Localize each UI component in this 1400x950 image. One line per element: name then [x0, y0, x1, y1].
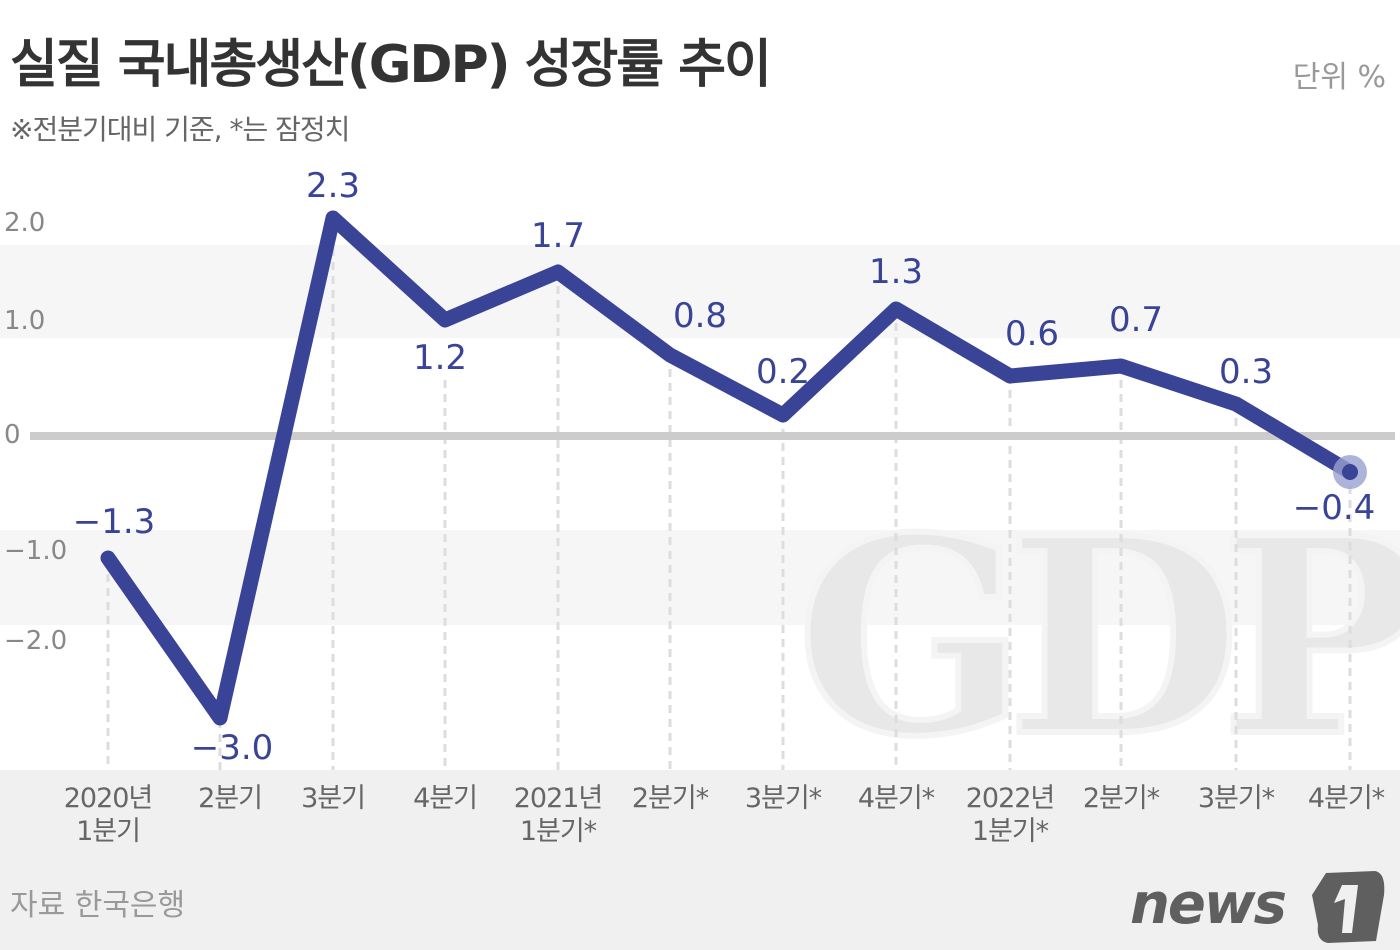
y-tick: 2.0	[4, 208, 46, 238]
value-label: 0.8	[672, 296, 728, 336]
value-label: 0.6	[1004, 314, 1060, 354]
value-label: 1.7	[530, 216, 586, 256]
x-label: 4분기	[413, 783, 478, 814]
chart-subtitle: ※전분기대비 기준, *는 잠정치	[10, 113, 350, 146]
footer-area	[0, 770, 1400, 950]
gdp-growth-line	[100, 210, 1358, 726]
value-label: 1.3	[868, 252, 924, 292]
svg-text:news: news	[1130, 872, 1286, 937]
x-label: 4분기*	[1307, 783, 1385, 814]
value-label: −3.0	[190, 728, 274, 768]
value-label: −0.4	[1292, 488, 1376, 528]
grid-band	[0, 530, 1400, 625]
news1-logo: news	[1130, 871, 1385, 943]
value-label: 0.2	[755, 352, 811, 392]
gdp-watermark: GDP	[796, 478, 1400, 796]
value-label: −1.3	[72, 502, 156, 542]
x-label: 2분기	[198, 783, 263, 814]
x-label: 2분기*	[1082, 783, 1160, 814]
x-label: 2020년 1분기	[63, 783, 154, 847]
latest-point-dot	[1342, 464, 1358, 480]
x-label: 3분기*	[1197, 783, 1275, 814]
chart-title: 실질 국내총생산(GDP) 성장률 추이	[10, 35, 772, 95]
x-guides	[106, 220, 1352, 770]
value-label: 1.2	[412, 338, 468, 378]
y-tick: −2.0	[4, 626, 68, 656]
value-label: 0.7	[1108, 300, 1164, 340]
value-label: 2.3	[305, 166, 361, 206]
x-label: 4분기*	[857, 783, 935, 814]
y-tick: 1.0	[4, 306, 46, 336]
grid-band	[0, 245, 1400, 338]
x-label: 2022년 1분기*	[965, 783, 1056, 847]
source-label: 자료 한국은행	[10, 888, 186, 923]
unit-label: 단위 %	[1292, 60, 1386, 95]
value-label: 0.3	[1218, 352, 1274, 392]
x-label: 2021년 1분기*	[513, 783, 604, 847]
x-label: 3분기	[301, 783, 366, 814]
x-label: 2분기*	[631, 783, 709, 814]
y-tick: −1.0	[4, 536, 68, 566]
x-label: 3분기*	[744, 783, 822, 814]
y-tick: 0	[4, 420, 21, 450]
